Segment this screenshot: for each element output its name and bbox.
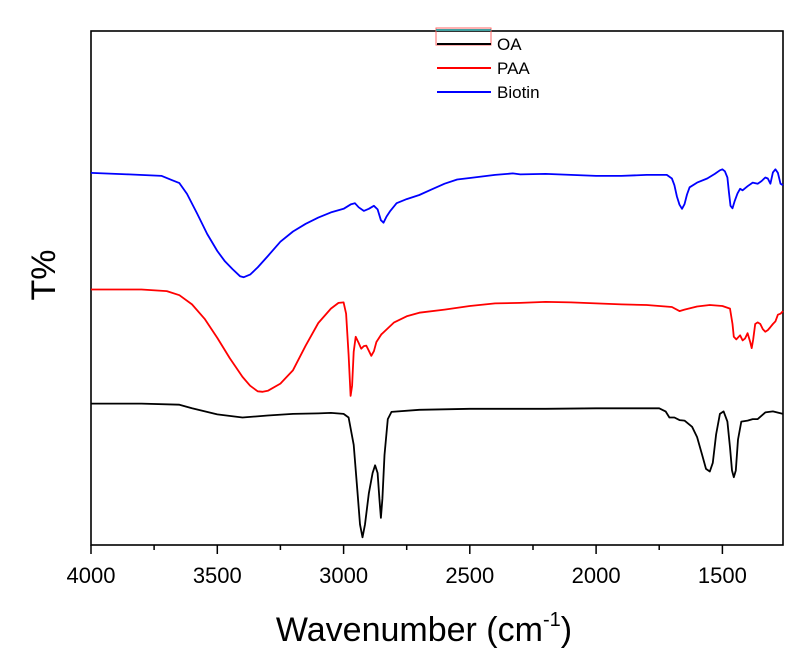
x-axis-title-superscript: -1 bbox=[543, 609, 561, 631]
legend-label-biotin: Biotin bbox=[497, 83, 540, 102]
series-line-paa bbox=[91, 288, 784, 397]
series-line-oa bbox=[91, 402, 784, 539]
legend-items: OA PAA Biotin bbox=[437, 35, 540, 102]
legend-label-paa: PAA bbox=[497, 59, 530, 78]
x-axis-title-close: ) bbox=[561, 611, 572, 649]
series-layer bbox=[90, 168, 784, 539]
legend-label-oa: OA bbox=[497, 35, 522, 54]
x-axis-title: Wavenumber (cm-1) bbox=[276, 609, 572, 649]
x-tick-label-3500: 3500 bbox=[193, 563, 242, 588]
plot-frame bbox=[90, 30, 784, 546]
x-tick-label-2500: 2500 bbox=[445, 563, 494, 588]
x-tick-label-3000: 3000 bbox=[319, 563, 368, 588]
legend: OA PAA Biotin bbox=[435, 27, 540, 102]
x-axis-ticks: 4000 3500 3000 2500 2000 1500 bbox=[67, 545, 747, 588]
x-tick-label-4000: 4000 bbox=[67, 563, 116, 588]
series-line-biotin bbox=[90, 168, 784, 279]
x-axis-title-main: Wavenumber (cm bbox=[276, 611, 543, 649]
x-tick-label-1500: 1500 bbox=[698, 563, 747, 588]
x-tick-label-2000: 2000 bbox=[572, 563, 621, 588]
y-axis-title: T% bbox=[25, 250, 63, 301]
